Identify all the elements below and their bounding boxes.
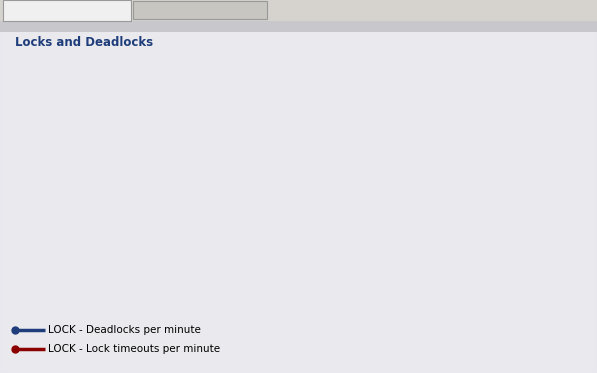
Text: LOCK - Lock timeouts per minute: LOCK - Lock timeouts per minute xyxy=(48,344,220,354)
Text: Lock Performance: Lock Performance xyxy=(11,7,117,17)
Text: Transaction Monitor: Transaction Monitor xyxy=(137,8,240,18)
Text: LOCK - Deadlocks per minute: LOCK - Deadlocks per minute xyxy=(48,325,201,335)
Text: Locks and Deadlocks: Locks and Deadlocks xyxy=(15,36,153,48)
